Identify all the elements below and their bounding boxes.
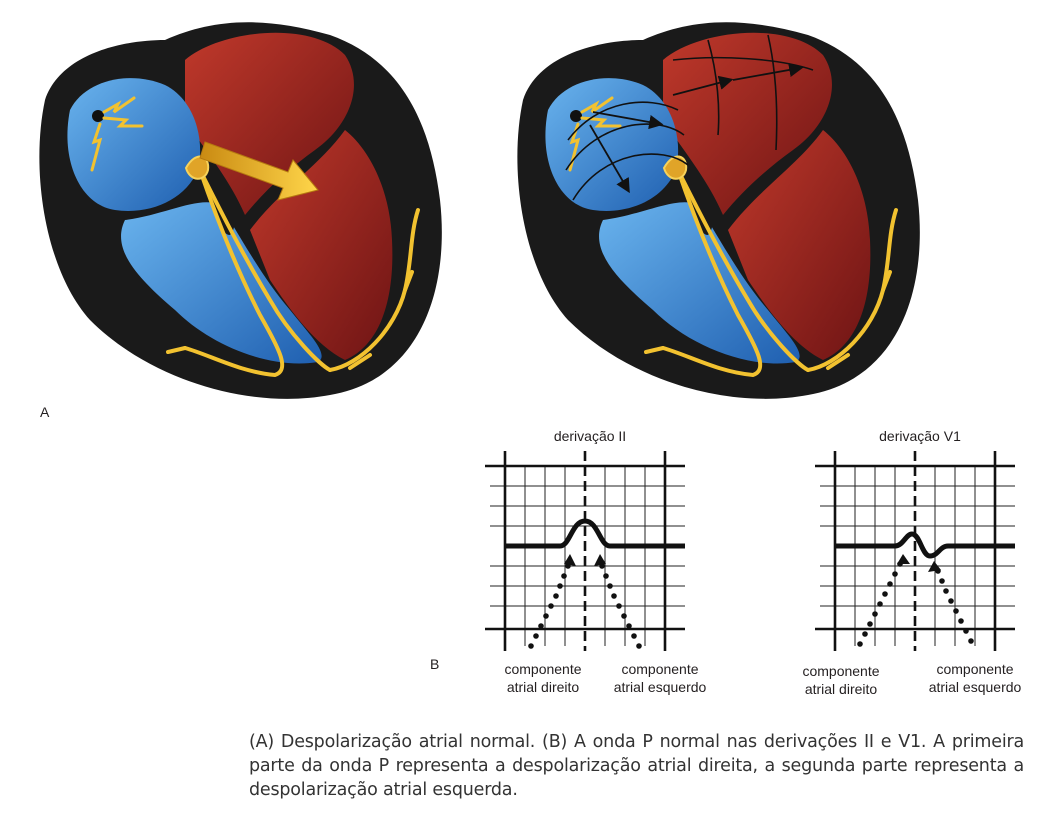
ecg-grids (485, 451, 1015, 651)
lead-ii-grid (485, 451, 685, 651)
lead-v1-p-wave (835, 531, 1015, 559)
lead-v1-grid (815, 451, 1015, 651)
lead-v1-right-component-label: componente atrial direito (802, 663, 880, 697)
lead-ii-left-component-label: componente atrial esquerdo (613, 661, 707, 695)
heart-atrial-depolarization (37, 20, 444, 401)
panel-a-label: A (40, 404, 50, 420)
figure-caption: (A) Despolarização atrial normal. (B) A … (249, 732, 1024, 800)
lead-ii-right-component-label: componente atrial direito (504, 661, 582, 695)
lead-v1-right-component-dots (857, 561, 903, 647)
depolarization-arrow-icon (199, 141, 319, 201)
heart-wavefront-spread (515, 20, 922, 401)
lead-v1-left-component-label: componente atrial esquerdo (928, 661, 1022, 695)
lead-ii-p-wave (505, 518, 685, 549)
panel-b-label: B (430, 656, 440, 672)
lead-ii-title: derivação II (553, 428, 627, 444)
heart-illustrations (37, 20, 922, 401)
lead-ii-left-component-dots (599, 563, 642, 649)
lead-v1-title: derivação V1 (879, 428, 961, 444)
